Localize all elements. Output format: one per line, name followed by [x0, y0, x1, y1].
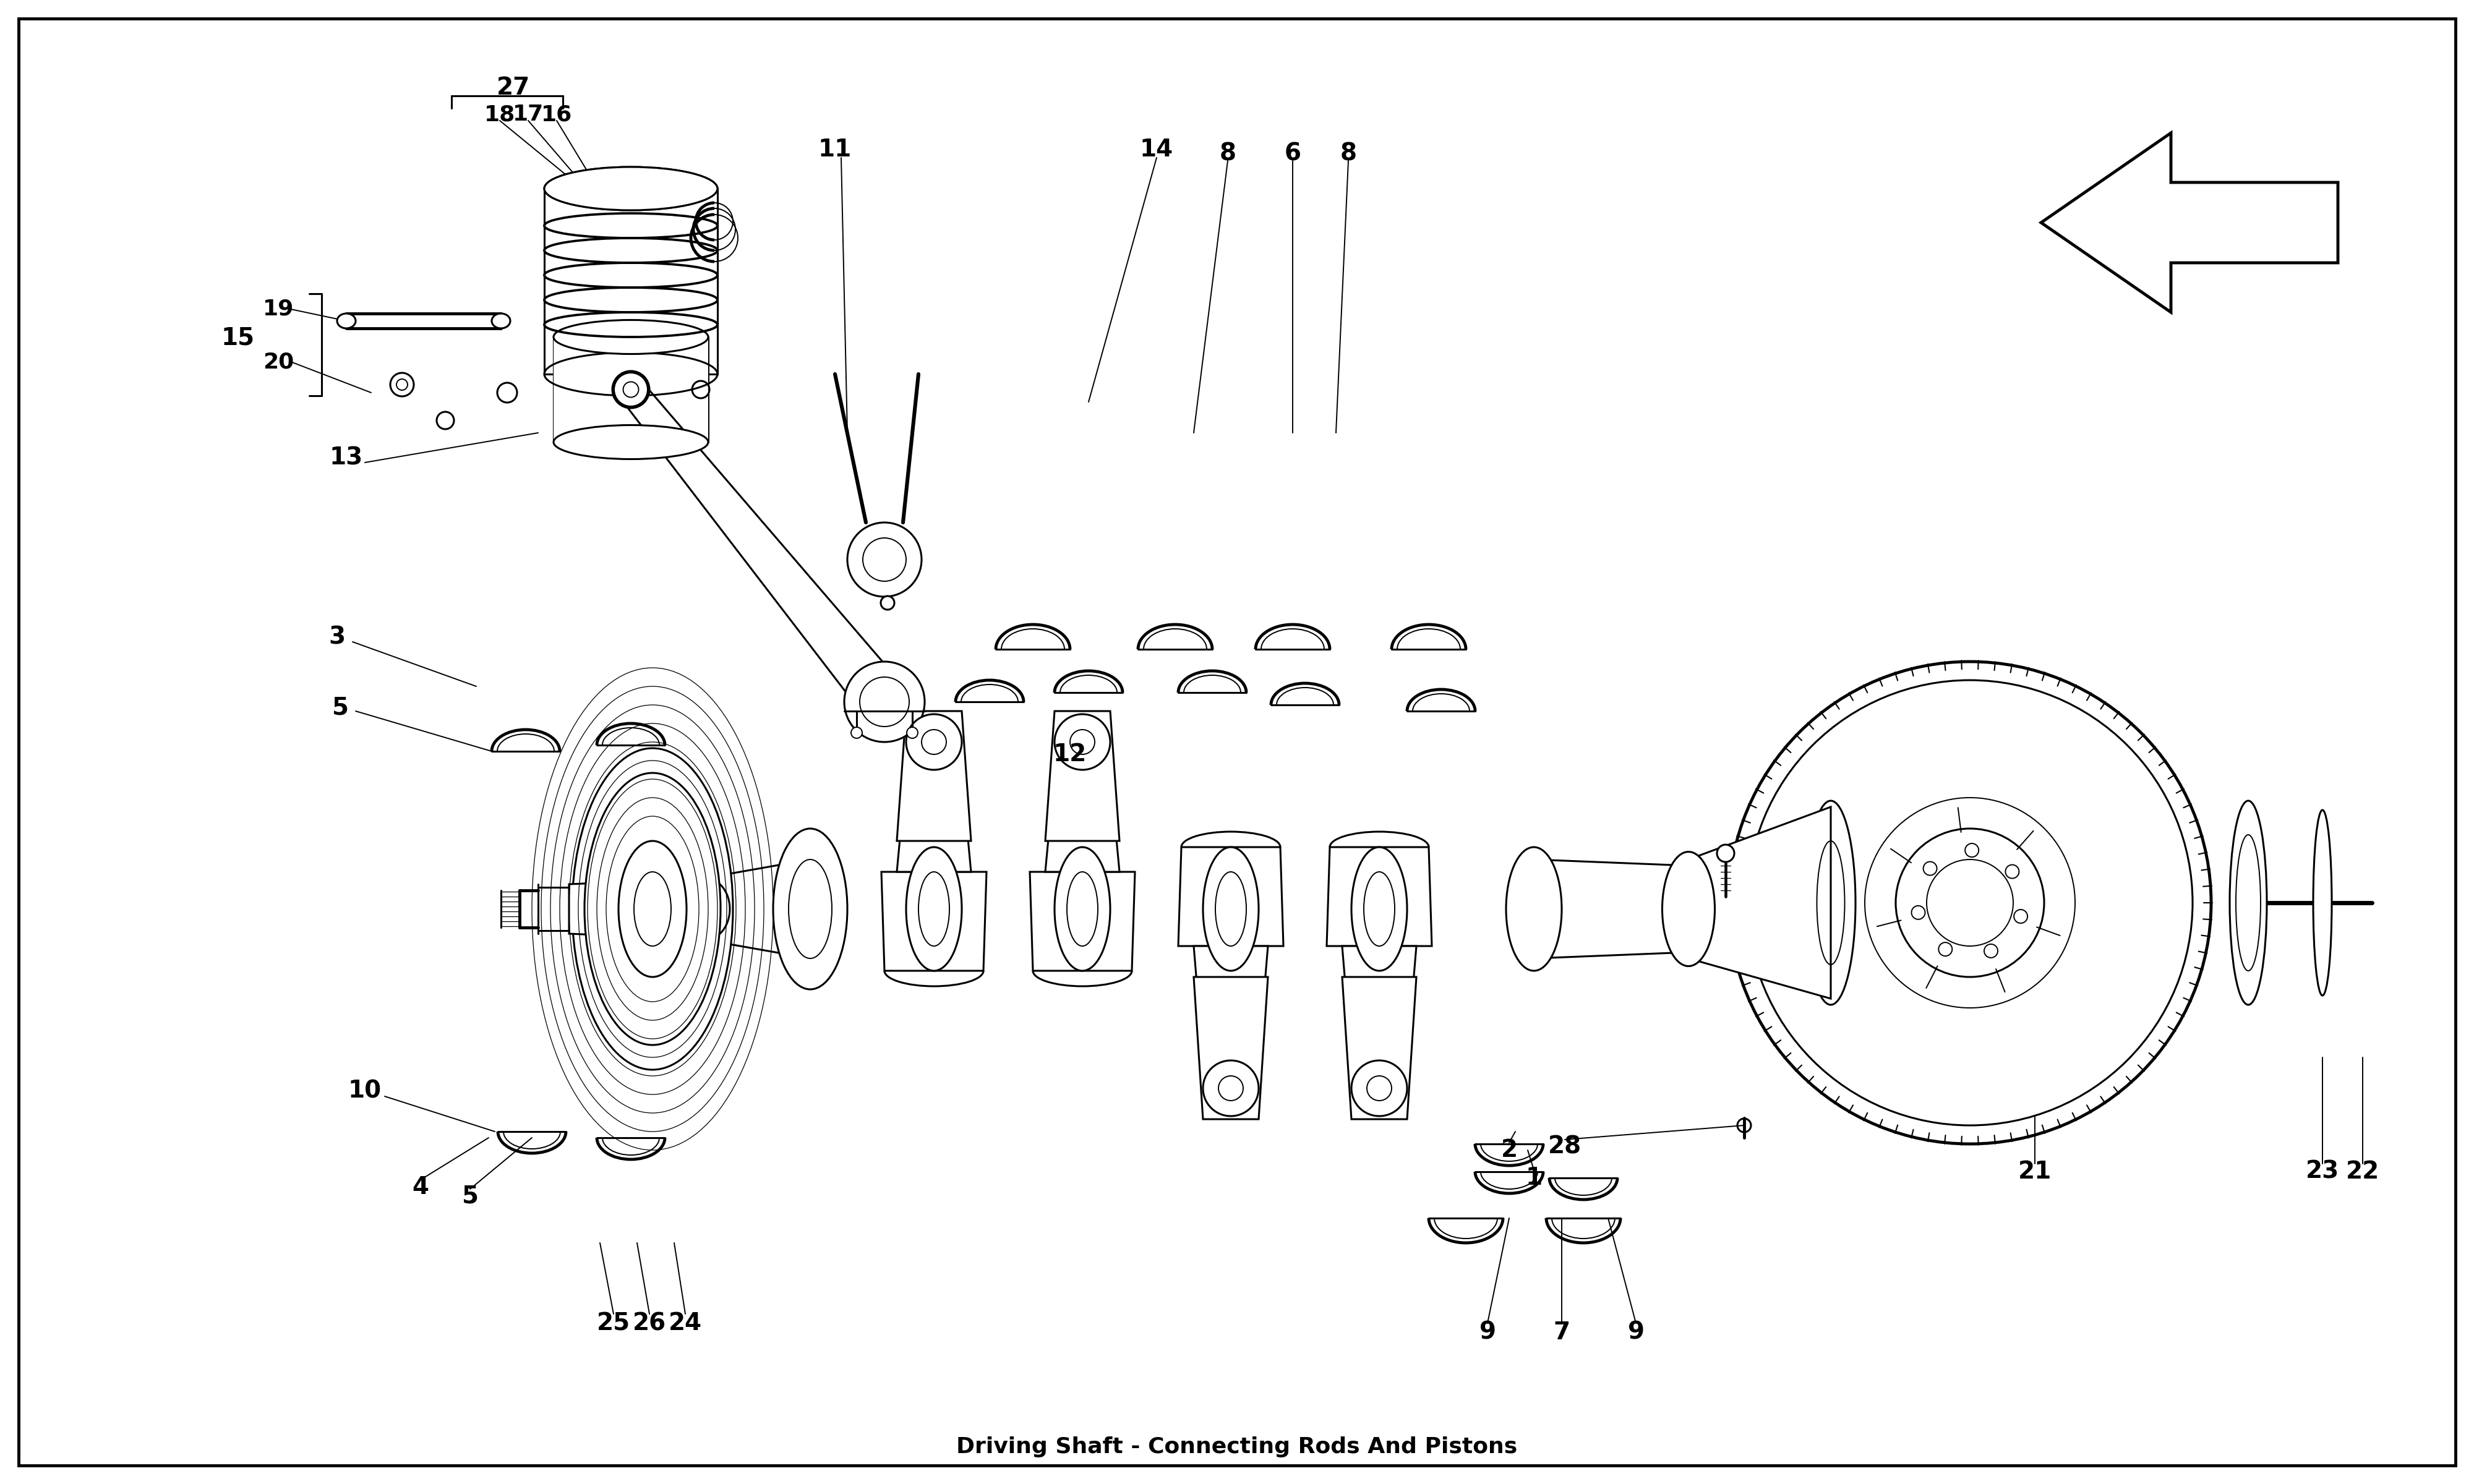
Polygon shape [2041, 134, 2338, 312]
Text: 10: 10 [349, 1080, 381, 1103]
Ellipse shape [1054, 847, 1111, 971]
Ellipse shape [1717, 844, 1734, 862]
Ellipse shape [614, 372, 648, 407]
Text: 9: 9 [1628, 1321, 1645, 1345]
Ellipse shape [2313, 810, 2331, 996]
Ellipse shape [2229, 801, 2266, 1005]
Polygon shape [896, 711, 970, 841]
Ellipse shape [1729, 662, 2212, 1144]
Text: 15: 15 [220, 326, 255, 350]
Ellipse shape [2014, 910, 2029, 923]
Ellipse shape [1747, 680, 2192, 1125]
Ellipse shape [554, 321, 708, 355]
Polygon shape [544, 188, 717, 374]
Ellipse shape [492, 313, 510, 328]
Polygon shape [1341, 976, 1415, 1119]
Text: 19: 19 [262, 298, 294, 319]
Ellipse shape [844, 662, 925, 742]
Text: 22: 22 [2345, 1160, 2380, 1184]
Polygon shape [1044, 773, 1118, 871]
Ellipse shape [1202, 1061, 1259, 1116]
Text: 2: 2 [1502, 1138, 1517, 1162]
Ellipse shape [1351, 1061, 1408, 1116]
Text: 8: 8 [1341, 141, 1356, 165]
Text: 1: 1 [1526, 1166, 1541, 1190]
Text: 7: 7 [1554, 1321, 1571, 1345]
Ellipse shape [1940, 942, 1952, 956]
Polygon shape [1687, 807, 1831, 999]
Ellipse shape [544, 166, 717, 211]
Ellipse shape [680, 879, 730, 939]
Polygon shape [1192, 947, 1267, 1057]
Polygon shape [1326, 847, 1432, 947]
Polygon shape [1029, 871, 1136, 971]
Ellipse shape [1202, 847, 1259, 971]
Ellipse shape [881, 597, 896, 610]
Polygon shape [1044, 711, 1118, 841]
Polygon shape [621, 381, 903, 717]
Text: 12: 12 [1054, 742, 1086, 766]
Ellipse shape [1663, 852, 1714, 966]
Ellipse shape [336, 313, 356, 328]
Polygon shape [1192, 976, 1267, 1119]
Polygon shape [1341, 947, 1415, 1057]
Ellipse shape [1806, 801, 1856, 1005]
Ellipse shape [618, 841, 688, 976]
Ellipse shape [584, 773, 720, 1045]
Ellipse shape [391, 372, 413, 396]
Text: 13: 13 [329, 445, 364, 469]
Ellipse shape [1964, 843, 1979, 858]
Ellipse shape [1912, 905, 1925, 920]
Text: 11: 11 [819, 138, 851, 162]
Text: 3: 3 [329, 625, 346, 649]
Ellipse shape [435, 411, 455, 429]
Ellipse shape [544, 166, 717, 211]
Ellipse shape [1507, 847, 1561, 971]
Text: 27: 27 [497, 76, 529, 99]
Ellipse shape [571, 748, 732, 1070]
Ellipse shape [905, 714, 962, 770]
Text: 18: 18 [485, 104, 515, 125]
Text: 21: 21 [2019, 1160, 2051, 1184]
Ellipse shape [772, 828, 846, 990]
Text: 28: 28 [1549, 1135, 1581, 1159]
Ellipse shape [1984, 944, 1997, 957]
Text: 4: 4 [413, 1175, 428, 1199]
Text: 14: 14 [1141, 138, 1173, 162]
Ellipse shape [1922, 862, 1937, 876]
Text: 26: 26 [633, 1312, 666, 1336]
Text: 5: 5 [463, 1184, 477, 1208]
Polygon shape [569, 879, 705, 939]
Text: 17: 17 [512, 104, 544, 125]
Polygon shape [881, 871, 987, 971]
Text: 16: 16 [542, 104, 571, 125]
Polygon shape [554, 337, 708, 442]
Ellipse shape [1351, 847, 1408, 971]
Text: 23: 23 [2306, 1160, 2340, 1184]
Ellipse shape [2006, 865, 2019, 879]
Text: 20: 20 [262, 352, 294, 372]
Ellipse shape [1054, 714, 1111, 770]
Polygon shape [896, 773, 970, 871]
Ellipse shape [1895, 828, 2044, 976]
Polygon shape [1534, 859, 1687, 959]
Ellipse shape [905, 727, 918, 738]
Text: 6: 6 [1284, 141, 1301, 165]
Ellipse shape [905, 847, 962, 971]
Polygon shape [705, 859, 811, 959]
Text: 24: 24 [668, 1312, 703, 1336]
Polygon shape [1178, 847, 1284, 947]
Text: Driving Shaft - Connecting Rods And Pistons: Driving Shaft - Connecting Rods And Pist… [957, 1437, 1517, 1457]
Text: 8: 8 [1220, 141, 1237, 165]
Ellipse shape [614, 371, 648, 408]
Text: 9: 9 [1479, 1321, 1497, 1345]
Ellipse shape [851, 727, 863, 738]
Text: 25: 25 [596, 1312, 631, 1336]
Ellipse shape [554, 424, 708, 459]
Text: 5: 5 [332, 696, 349, 720]
Ellipse shape [846, 522, 920, 597]
